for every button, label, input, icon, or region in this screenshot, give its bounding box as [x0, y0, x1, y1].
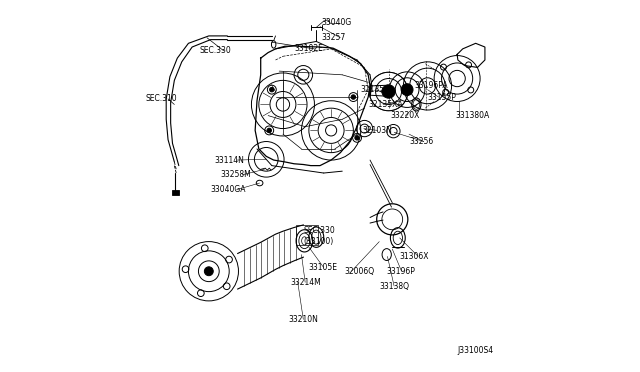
- Text: SEC.310: SEC.310: [146, 94, 177, 103]
- Circle shape: [204, 267, 213, 276]
- Text: 33258M: 33258M: [220, 170, 251, 179]
- Text: 33257: 33257: [322, 33, 346, 42]
- Text: 33210N: 33210N: [289, 315, 318, 324]
- Circle shape: [401, 84, 413, 96]
- Text: 33114N: 33114N: [214, 155, 244, 164]
- Circle shape: [351, 95, 356, 99]
- Text: 33040G: 33040G: [322, 19, 352, 28]
- Text: 32103N: 32103N: [363, 126, 392, 135]
- Text: 33155P: 33155P: [428, 93, 456, 102]
- Circle shape: [267, 128, 271, 133]
- Text: 31306X: 31306X: [400, 252, 429, 261]
- Text: 33220X: 33220X: [390, 111, 420, 120]
- Text: 331380A: 331380A: [455, 111, 490, 120]
- Bar: [296, 225, 318, 245]
- Text: J33100S4: J33100S4: [457, 346, 493, 355]
- Circle shape: [355, 136, 359, 140]
- Text: 33196P: 33196P: [387, 267, 415, 276]
- Text: SEC.330: SEC.330: [200, 46, 231, 55]
- Bar: [172, 190, 179, 195]
- Circle shape: [269, 87, 274, 92]
- Text: 33105E: 33105E: [309, 263, 338, 272]
- Text: (33100): (33100): [303, 237, 333, 246]
- Text: 32006Q: 32006Q: [344, 267, 374, 276]
- Text: 33138Q: 33138Q: [380, 282, 410, 291]
- Text: 33102E: 33102E: [294, 44, 323, 53]
- Text: 32135XA: 32135XA: [368, 100, 403, 109]
- Text: 33196PA: 33196PA: [415, 81, 448, 90]
- Circle shape: [382, 85, 396, 98]
- Text: SEC.330: SEC.330: [303, 226, 335, 235]
- Text: 33256: 33256: [409, 137, 433, 146]
- Text: 32135X: 32135X: [361, 85, 390, 94]
- Text: 33040GA: 33040GA: [211, 185, 246, 194]
- Text: 33214M: 33214M: [291, 278, 321, 287]
